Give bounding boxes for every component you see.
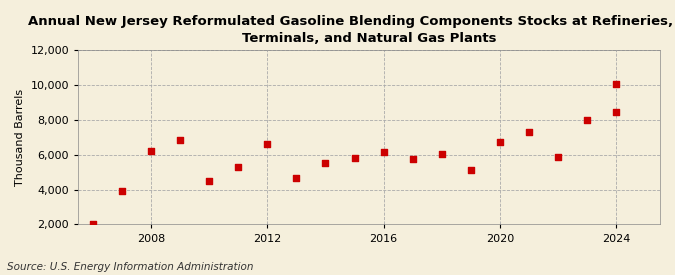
Point <box>466 168 477 173</box>
Text: Source: U.S. Energy Information Administration: Source: U.S. Energy Information Administ… <box>7 262 253 272</box>
Point <box>437 152 448 156</box>
Point <box>582 118 593 122</box>
Point <box>175 138 186 142</box>
Point <box>349 156 360 161</box>
Point <box>320 160 331 165</box>
Title: Annual New Jersey Reformulated Gasoline Blending Components Stocks at Refineries: Annual New Jersey Reformulated Gasoline … <box>28 15 675 45</box>
Point <box>611 110 622 114</box>
Point <box>87 222 98 227</box>
Y-axis label: Thousand Barrels: Thousand Barrels <box>15 89 25 186</box>
Point <box>146 149 157 153</box>
Point <box>524 130 535 134</box>
Point <box>262 142 273 147</box>
Point <box>204 179 215 183</box>
Point <box>378 150 389 154</box>
Point <box>553 155 564 160</box>
Point <box>291 176 302 180</box>
Point <box>407 157 418 161</box>
Point <box>495 139 506 144</box>
Point <box>611 82 622 87</box>
Point <box>117 189 128 194</box>
Point <box>233 165 244 169</box>
